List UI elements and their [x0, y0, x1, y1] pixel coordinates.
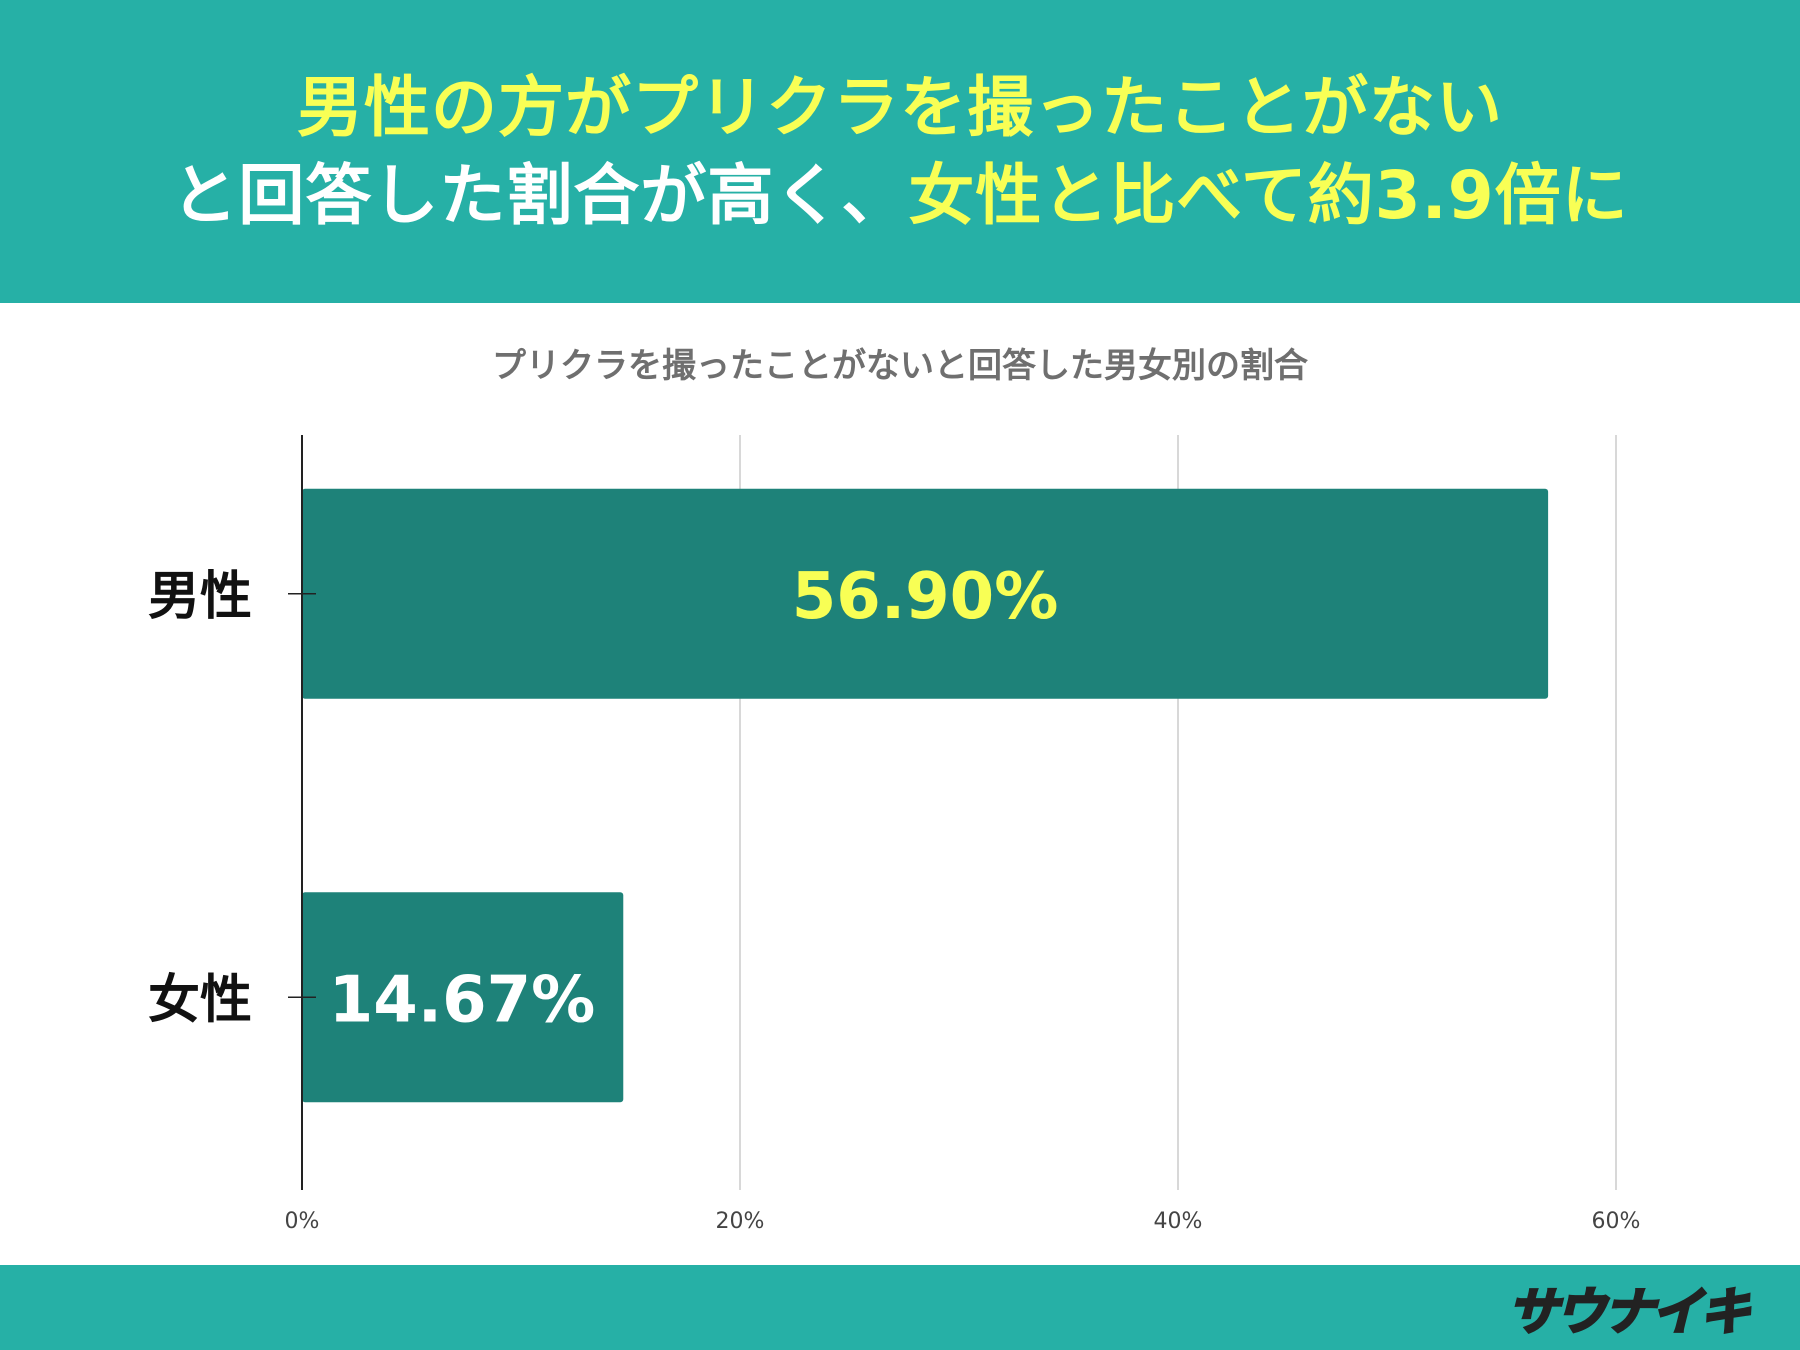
headline-2-segment-0: と回答した割合が高く、	[171, 156, 909, 234]
headline-line-2: と回答した割合が高く、女性と比べて約3.9倍に	[171, 152, 1628, 240]
header-banner: 男性の方がプリクラを撮ったことがない と回答した割合が高く、女性と比べて約3.9…	[0, 0, 1800, 303]
bar	[302, 488, 1549, 699]
bar	[302, 892, 624, 1103]
category-label: 女性	[148, 970, 252, 1030]
chart-title: プリクラを撮ったことがないと回答した男女別の割合	[492, 346, 1308, 386]
x-tick-label: 60%	[1592, 1209, 1641, 1234]
data-label: 56.90%	[792, 560, 1059, 634]
headline-2-segment-1: 女性と比べて約3.9倍に	[908, 156, 1629, 234]
headline-1-segment-0: 男性の方がプリクラを撮ったことがない	[297, 68, 1503, 146]
headline-line-1: 男性の方がプリクラを撮ったことがない	[297, 64, 1503, 152]
logo-text: サウナイキ	[1507, 1282, 1752, 1343]
x-tick-label: 0%	[285, 1209, 320, 1234]
data-label: 14.67%	[329, 963, 596, 1037]
footer-banner: サウナイキ	[0, 1265, 1800, 1350]
x-tick-label: 20%	[716, 1209, 765, 1234]
category-label: 男性	[148, 567, 252, 627]
brand-logo: サウナイキ	[1507, 1277, 1752, 1343]
bar-chart: 0% 20% 40% 60% 男性 56.90% 女性 14.67%	[148, 435, 1641, 1234]
x-tick-label: 40%	[1154, 1209, 1203, 1234]
